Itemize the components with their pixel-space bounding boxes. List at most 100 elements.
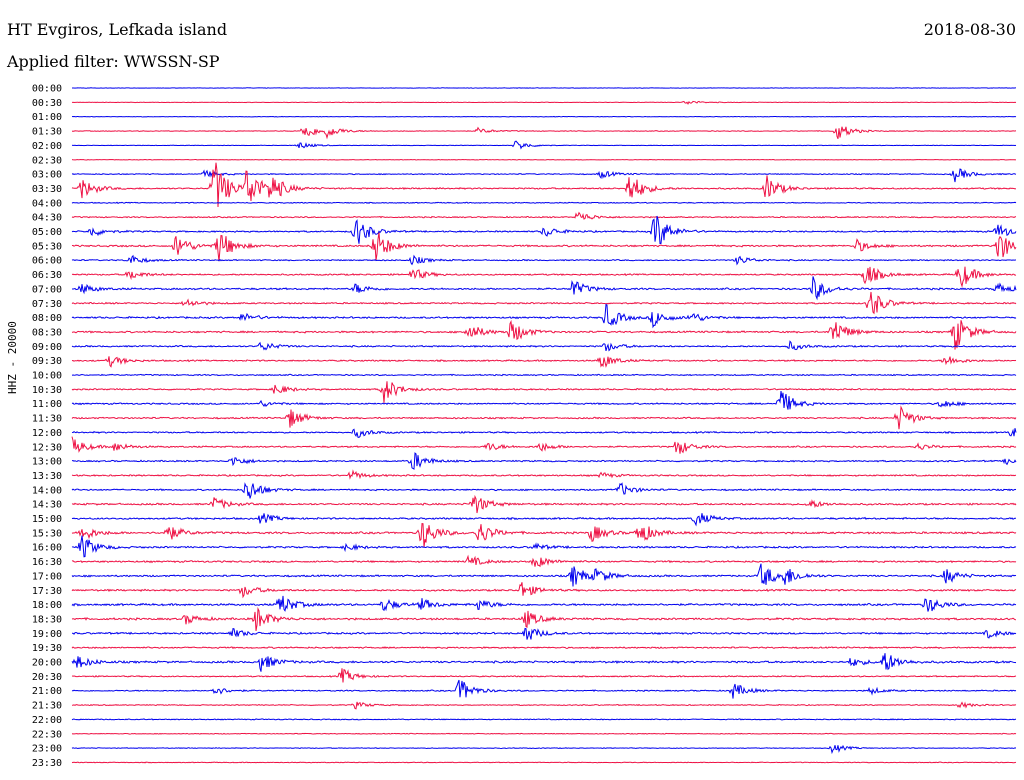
time-tick-label: 00:00: [32, 84, 62, 95]
trace-row: [71, 595, 1017, 612]
time-tick-label: 21:30: [32, 701, 62, 712]
time-tick-label: 04:30: [32, 213, 62, 224]
time-tick-label: 13:30: [32, 471, 62, 482]
time-tick-label: 13:00: [32, 457, 62, 468]
trace-row: [71, 436, 1017, 454]
time-tick-label: 03:00: [32, 170, 62, 181]
trace-row: [71, 215, 1017, 245]
time-tick-label: 15:30: [32, 528, 62, 539]
trace-row: [71, 701, 1017, 710]
filter-label: Applied filter: WWSSN-SP: [7, 52, 220, 71]
trace-row: [71, 494, 1017, 514]
time-tick-label: 17:00: [32, 571, 62, 582]
trace-row: [71, 582, 1017, 599]
time-tick-label: 10:30: [32, 385, 62, 396]
trace-row: [71, 428, 1017, 438]
trace-row: [71, 606, 1017, 631]
trace-row: [71, 319, 1017, 350]
trace-row: [71, 373, 1017, 377]
time-tick-label: 21:00: [32, 686, 62, 697]
trace-row: [71, 405, 1017, 430]
trace-row: [71, 126, 1017, 140]
trace-row: [71, 115, 1017, 118]
trace-row: [71, 469, 1017, 480]
trace-row: [71, 391, 1017, 410]
trace-row: [71, 100, 1017, 105]
trace-row: [71, 482, 1017, 499]
time-tick-label: 19:30: [32, 643, 62, 654]
time-tick-label: 16:00: [32, 543, 62, 554]
trace-row: [71, 276, 1017, 301]
trace-row: [71, 211, 1017, 220]
trace-row: [71, 718, 1017, 721]
time-tick-label: 01:00: [32, 112, 62, 123]
trace-row: [71, 554, 1017, 568]
time-tick-label: 10:00: [32, 371, 62, 382]
time-tick-label: 05:30: [32, 241, 62, 252]
trace-row: [71, 266, 1017, 288]
time-tick-label: 12:30: [32, 442, 62, 453]
time-tick-label: 14:30: [32, 500, 62, 511]
trace-row: [71, 513, 1017, 527]
trace-row: [71, 732, 1017, 735]
trace-row: [71, 679, 1017, 699]
trace-row: [71, 201, 1017, 204]
time-tick-label: 06:30: [32, 270, 62, 281]
time-tick-label: 09:30: [32, 356, 62, 367]
trace-row: [71, 254, 1017, 266]
trace-row: [71, 761, 1017, 764]
time-tick-label: 08:30: [32, 327, 62, 338]
trace-row: [71, 452, 1017, 470]
trace-row: [71, 563, 1017, 587]
trace-row: [71, 303, 1017, 329]
time-tick-label: 20:30: [32, 672, 62, 683]
time-tick-label: 16:30: [32, 557, 62, 568]
trace-row: [71, 168, 1017, 183]
trace-row: [71, 627, 1017, 640]
trace-row: [71, 87, 1017, 89]
time-tick-label: 09:00: [32, 342, 62, 353]
time-tick-label: 07:00: [32, 284, 62, 295]
time-tick-label: 07:30: [32, 299, 62, 310]
trace-row: [71, 140, 1017, 150]
time-tick-label: 14:00: [32, 485, 62, 496]
time-tick-label: 18:30: [32, 614, 62, 625]
time-tick-label: 02:30: [32, 155, 62, 166]
time-tick-label: 15:00: [32, 514, 62, 525]
trace-row: [71, 646, 1017, 650]
time-tick-label: 12:00: [32, 428, 62, 439]
trace-row: [71, 668, 1017, 683]
station-title: HT Evgiros, Lefkada island: [7, 20, 228, 39]
time-tick-label: 17:30: [32, 586, 62, 597]
time-tick-label: 05:00: [32, 227, 62, 238]
time-tick-label: 04:00: [32, 198, 62, 209]
trace-row: [71, 744, 1017, 755]
time-tick-label: 22:00: [32, 715, 62, 726]
date-label: 2018-08-30: [923, 20, 1016, 39]
time-tick-label: 18:00: [32, 600, 62, 611]
trace-row: [71, 232, 1017, 262]
time-tick-label: 06:00: [32, 256, 62, 267]
time-tick-label: 11:30: [32, 414, 62, 425]
time-tick-label: 22:30: [32, 729, 62, 740]
time-tick-label: 02:00: [32, 141, 62, 152]
time-tick-label: 23:00: [32, 744, 62, 755]
trace-row: [71, 158, 1017, 161]
time-tick-label: 08:00: [32, 313, 62, 324]
time-tick-label: 00:30: [32, 98, 62, 109]
trace-row: [71, 162, 1017, 207]
time-tick-label: 01:30: [32, 127, 62, 138]
trace-row: [71, 356, 1017, 368]
time-tick-label: 19:00: [32, 629, 62, 640]
time-tick-label: 23:30: [32, 758, 62, 769]
time-tick-label: 03:30: [32, 184, 62, 195]
time-tick-label: 20:00: [32, 658, 62, 669]
time-tick-label: 11:00: [32, 399, 62, 410]
trace-row: [71, 535, 1017, 558]
trace-row: [71, 653, 1017, 672]
trace-row: [71, 381, 1017, 403]
trace-row: [71, 523, 1017, 548]
trace-row: [71, 291, 1017, 315]
trace-row: [71, 340, 1017, 352]
